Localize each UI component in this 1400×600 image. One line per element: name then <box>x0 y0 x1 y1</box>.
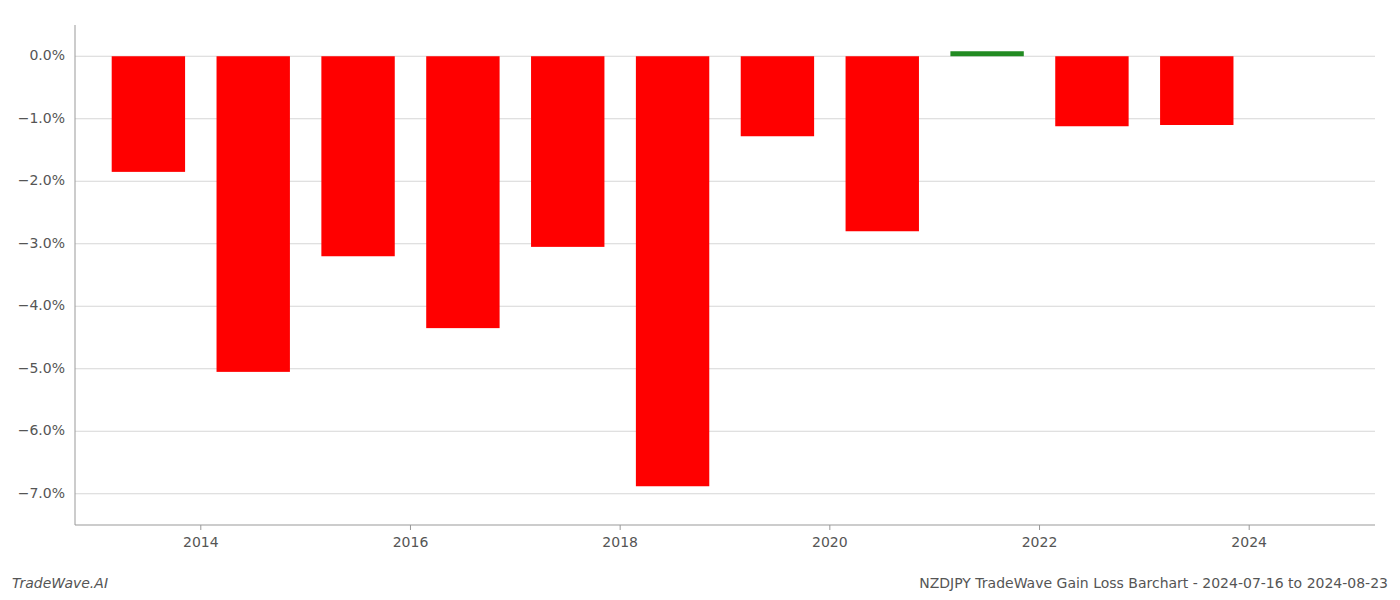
x-tick <box>829 525 830 530</box>
bar <box>741 56 814 136</box>
bar <box>1160 56 1233 125</box>
bar <box>846 56 919 231</box>
y-tick-label: −6.0% <box>18 422 65 438</box>
x-axis-line <box>75 525 1375 526</box>
y-axis-line <box>75 25 76 525</box>
y-tick-label: −4.0% <box>18 297 65 313</box>
grid-line <box>75 493 1375 494</box>
y-tick-label: −7.0% <box>18 485 65 501</box>
y-tick-label: −3.0% <box>18 235 65 251</box>
grid <box>75 56 1375 494</box>
bar <box>950 51 1023 56</box>
bar <box>217 56 290 372</box>
bar <box>112 56 185 172</box>
y-tick-label: −2.0% <box>18 172 65 188</box>
y-tick-label: −5.0% <box>18 360 65 376</box>
x-tick <box>410 525 411 530</box>
y-tick-label: 0.0% <box>29 47 65 63</box>
bar <box>426 56 499 328</box>
x-tick <box>200 525 201 530</box>
x-tick-label: 2020 <box>812 534 848 550</box>
grid-line <box>75 431 1375 432</box>
watermark: TradeWave.AI <box>12 575 108 591</box>
x-tick-label: 2024 <box>1231 534 1267 550</box>
x-axis: 2014 2016 2018 2020 2022 2024 <box>75 525 1375 550</box>
x-tick <box>620 525 621 530</box>
bar <box>531 56 604 247</box>
bar <box>636 56 709 486</box>
x-tick <box>1249 525 1250 530</box>
x-tick-label: 2016 <box>393 534 429 550</box>
x-tick-label: 2018 <box>602 534 638 550</box>
chart: 0.0% −1.0% −2.0% −3.0% −4.0% −5.0% −6.0% −7.0% 2… <box>0 0 1400 600</box>
x-tick <box>1039 525 1040 530</box>
bars <box>112 51 1234 486</box>
background <box>0 0 1400 600</box>
x-tick-label: 2022 <box>1022 534 1058 550</box>
bar <box>1055 56 1128 126</box>
x-tick-label: 2014 <box>183 534 219 550</box>
bar <box>321 56 394 256</box>
y-axis: 0.0% −1.0% −2.0% −3.0% −4.0% −5.0% −6.0% −7.0% <box>18 25 75 525</box>
title: NZDJPY TradeWave Gain Loss Barchart - 20… <box>919 575 1388 591</box>
y-tick-label: −1.0% <box>18 110 65 126</box>
